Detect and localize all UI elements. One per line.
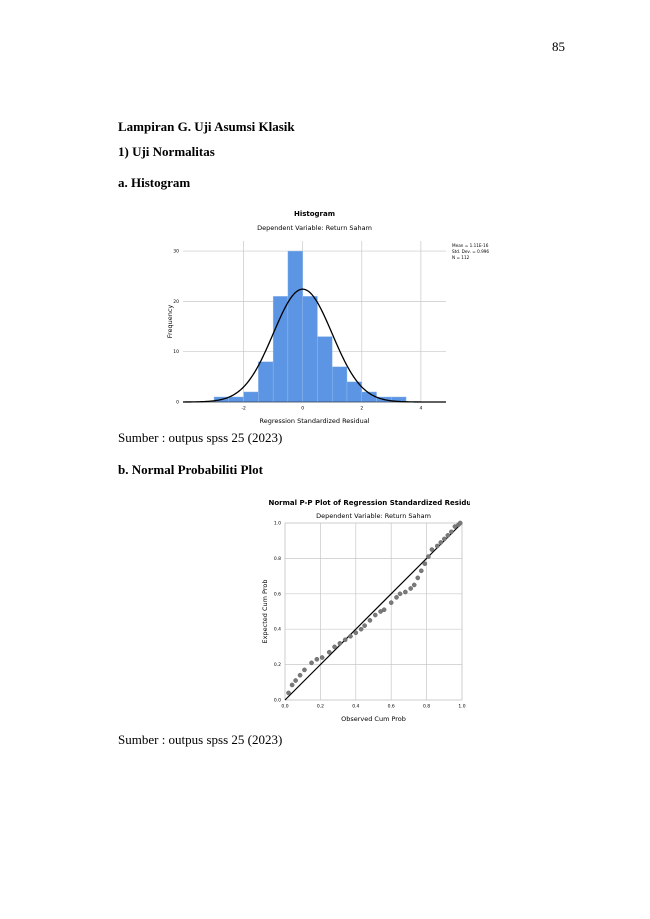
- y-axis-label: Frequency: [166, 305, 174, 339]
- legend-entry: Std. Dev. = 0.996: [452, 249, 489, 254]
- legend-entry: Mean = 1.11E-16: [452, 243, 489, 248]
- y-tick-label: 30: [173, 249, 179, 255]
- point: [449, 529, 454, 535]
- pp-plot-chart: Normal P-P Plot of Regression Standardiz…: [261, 499, 470, 723]
- point: [358, 626, 364, 632]
- point: [353, 630, 359, 636]
- point: [426, 554, 431, 559]
- point: [408, 586, 413, 591]
- point: [441, 536, 447, 542]
- point: [403, 589, 408, 595]
- point: [362, 623, 367, 628]
- point: [438, 540, 444, 545]
- bar: [243, 391, 259, 403]
- point: [388, 600, 394, 605]
- caption: Sumber : outpus spss 25 (2023): [118, 732, 283, 747]
- point: [326, 649, 332, 655]
- y-tick-label: 1.0: [274, 521, 281, 527]
- x-axis-label: Observed Cum Prob: [341, 715, 406, 723]
- caption: Sumber : outpus spss 25 (2023): [118, 430, 283, 445]
- point: [293, 678, 298, 683]
- legend-entry: N = 112: [452, 255, 470, 260]
- y-tick-label: 10: [173, 349, 179, 355]
- y-tick-label: 0: [176, 400, 179, 406]
- x-tick-label: 0.0: [281, 704, 288, 710]
- heading: 1) Uji Normalitas: [118, 144, 215, 159]
- x-tick-label: 0: [301, 406, 304, 412]
- y-tick-label: 0.4: [274, 627, 281, 633]
- point: [332, 644, 337, 650]
- chart-subtitle: Dependent Variable: Return Saham: [316, 512, 431, 520]
- x-tick-label: 0.6: [388, 704, 395, 710]
- point: [445, 533, 451, 538]
- x-tick-label: 0.8: [423, 704, 430, 710]
- bar: [228, 396, 244, 403]
- point: [348, 633, 353, 639]
- y-tick-label: 20: [173, 299, 179, 305]
- point: [394, 595, 399, 600]
- point: [411, 582, 417, 588]
- bar: [302, 296, 318, 403]
- point: [337, 641, 343, 646]
- x-axis-label: Regression Standardized Residual: [259, 417, 369, 425]
- point: [381, 607, 387, 613]
- point: [342, 637, 348, 643]
- chart-subtitle: Dependent Variable: Return Saham: [257, 224, 372, 232]
- histogram-chart: Histogram Dependent Variable: Return Saha…: [166, 210, 489, 425]
- x-tick-label: -2: [241, 406, 246, 412]
- chart-title: Normal P-P Plot of Regression Standardiz…: [269, 499, 470, 507]
- point: [367, 618, 373, 623]
- point: [314, 656, 320, 662]
- point: [319, 655, 325, 660]
- x-tick-label: 4: [419, 406, 422, 412]
- heading: a. Histogram: [118, 175, 191, 190]
- x-tick-label: 1.0: [458, 704, 465, 710]
- reference-line: [284, 522, 463, 701]
- bar: [317, 336, 333, 403]
- page-number: 85: [552, 39, 565, 54]
- point: [434, 543, 440, 549]
- point: [422, 561, 428, 567]
- point: [372, 612, 378, 618]
- point: [286, 690, 291, 696]
- point: [289, 682, 295, 688]
- bar: [272, 296, 289, 403]
- bar: [287, 250, 303, 403]
- bar: [332, 366, 348, 403]
- point: [457, 520, 463, 526]
- chart-title: Histogram: [294, 210, 335, 218]
- x-tick-label: 2: [360, 406, 363, 412]
- bar: [258, 361, 274, 403]
- x-tick-label: 0.2: [317, 704, 324, 710]
- x-tick-label: 0.4: [352, 704, 359, 710]
- y-tick-label: 0.6: [274, 591, 281, 597]
- y-tick-label: 0.0: [274, 698, 281, 704]
- heading: Lampiran G. Uji Asumsi Klasik: [118, 119, 295, 134]
- point: [309, 660, 314, 666]
- point: [297, 672, 303, 678]
- point: [429, 547, 435, 552]
- point: [415, 575, 421, 581]
- y-axis-label: Expected Cum Prob: [261, 580, 269, 644]
- point: [302, 667, 307, 673]
- y-tick-label: 0.2: [274, 662, 281, 668]
- heading: b. Normal Probabiliti Plot: [118, 462, 263, 477]
- normal-curve: [183, 288, 446, 403]
- point: [397, 591, 403, 597]
- point: [418, 568, 424, 574]
- y-tick-label: 0.8: [274, 556, 281, 562]
